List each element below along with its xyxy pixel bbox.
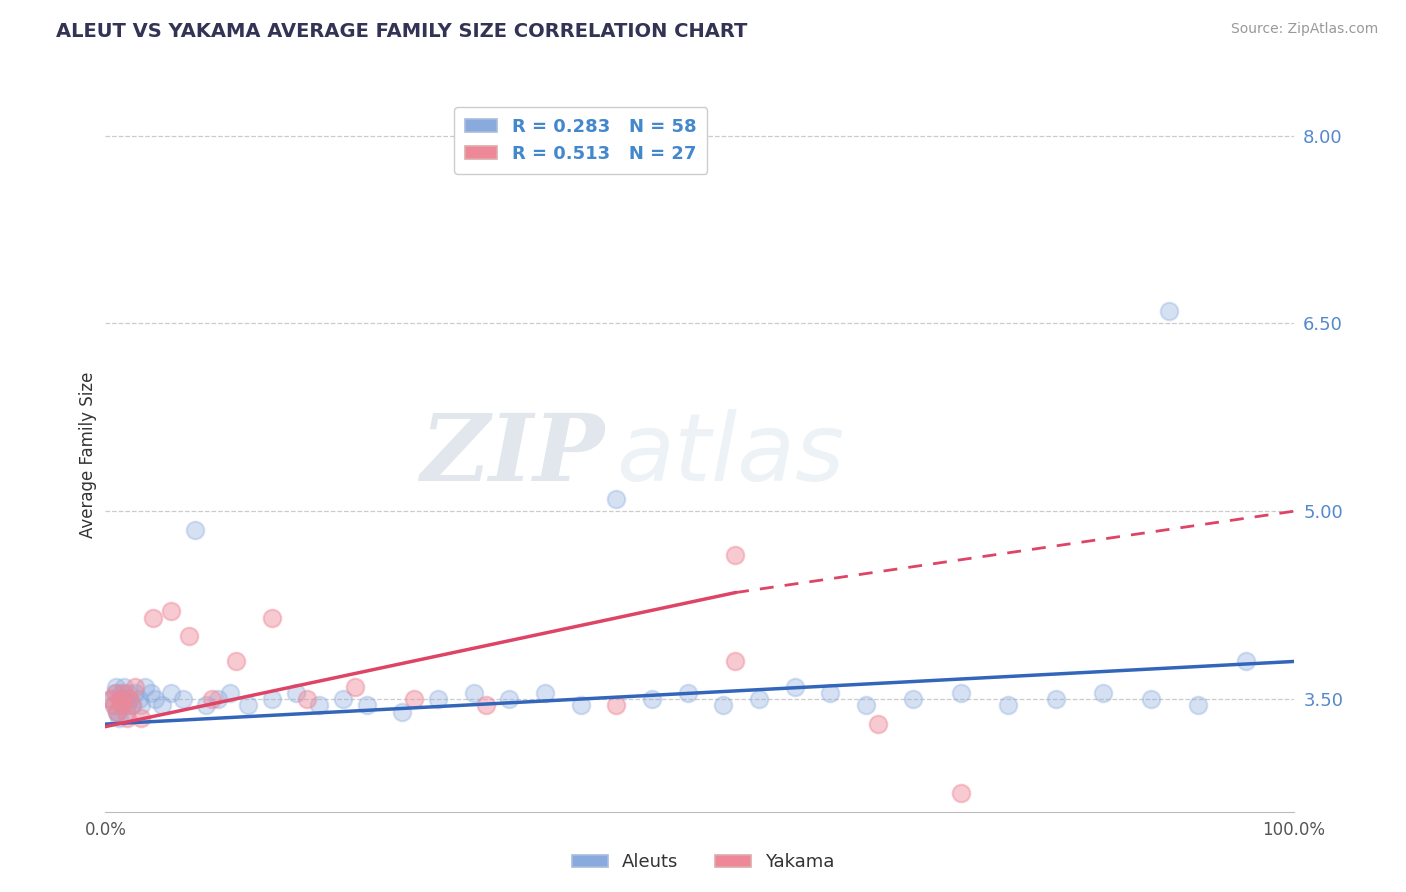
Point [711,698,734,713]
Point [748,692,770,706]
Point [105,680,128,694]
Point [225,655,247,669]
Point [143,692,166,706]
Point [818,686,841,700]
Point [569,698,592,713]
Text: ZIP: ZIP [420,410,605,500]
Point [474,698,496,713]
Point [219,686,242,700]
Point [124,680,146,694]
Point [783,680,806,694]
Point [128,692,150,706]
Point [115,711,138,725]
Point [100,692,122,706]
Point [1092,686,1115,700]
Point [343,680,366,694]
Point [108,692,131,706]
Text: ALEUT VS YAKAMA AVERAGE FAMILY SIZE CORRELATION CHART: ALEUT VS YAKAMA AVERAGE FAMILY SIZE CORR… [56,22,748,41]
Point [105,705,128,719]
Point [260,610,283,624]
Point [605,698,627,713]
Point [195,698,218,713]
Point [1157,304,1180,318]
Point [129,698,152,713]
Point [724,655,747,669]
Point [724,548,747,562]
Point [605,491,627,506]
Point [391,705,413,719]
Point [117,686,139,700]
Text: atlas: atlas [616,409,845,500]
Point [118,692,141,706]
Point [115,698,138,713]
Point [855,698,877,713]
Point [949,786,972,800]
Point [142,610,165,624]
Point [100,692,122,706]
Point [108,692,131,706]
Point [207,692,229,706]
Point [641,692,664,706]
Point [114,705,136,719]
Point [105,686,128,700]
Point [297,692,319,706]
Point [1140,692,1163,706]
Point [903,692,925,706]
Point [121,698,143,713]
Point [201,692,224,706]
Point [111,698,134,713]
Point [114,686,136,700]
Legend: R = 0.283   N = 58, R = 0.513   N = 27: R = 0.283 N = 58, R = 0.513 N = 27 [454,107,707,174]
Point [498,692,520,706]
Point [118,692,141,706]
Text: Source: ZipAtlas.com: Source: ZipAtlas.com [1230,22,1378,37]
Point [236,698,259,713]
Point [159,686,181,700]
Point [112,692,135,706]
Point [463,686,485,700]
Point [111,698,134,713]
Point [356,698,378,713]
Point [124,686,146,700]
Y-axis label: Average Family Size: Average Family Size [79,372,97,538]
Point [177,630,200,644]
Point [332,692,354,706]
Point [172,692,194,706]
Point [676,686,699,700]
Point [949,686,972,700]
Point [284,686,307,700]
Point [159,604,181,618]
Point [103,698,125,713]
Point [110,686,132,700]
Point [105,705,128,719]
Point [139,686,162,700]
Point [121,698,143,713]
Point [1234,655,1257,669]
Point [104,686,127,700]
Point [129,711,152,725]
Legend: Aleuts, Yakama: Aleuts, Yakama [564,847,842,879]
Point [427,692,450,706]
Point [183,523,205,537]
Point [260,692,283,706]
Point [308,698,330,713]
Point [1045,692,1067,706]
Point [404,692,426,706]
Point [866,717,889,731]
Point [114,680,136,694]
Point [997,698,1019,713]
Point [1187,698,1209,713]
Point [107,711,129,725]
Point [152,698,174,713]
Point [105,705,128,719]
Point [103,698,125,713]
Point [534,686,557,700]
Point [134,680,156,694]
